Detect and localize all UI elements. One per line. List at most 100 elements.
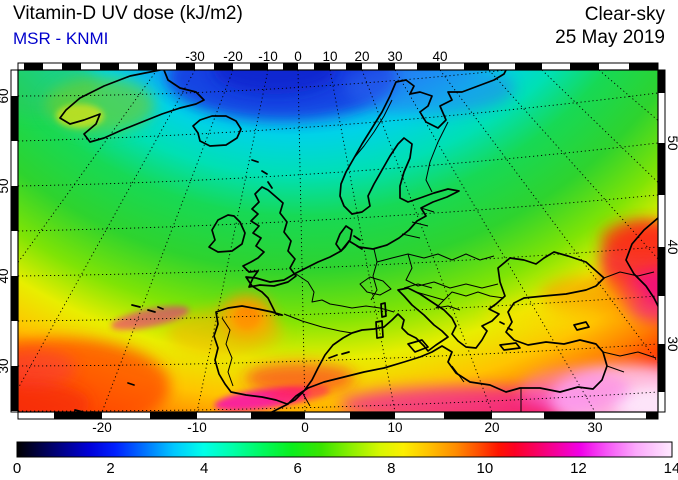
axis-tick-label: 60 <box>0 88 11 103</box>
field-blob <box>45 77 155 133</box>
country-border <box>283 313 353 334</box>
frame-tick-band <box>395 63 417 70</box>
frame-tick-band <box>100 63 119 70</box>
axis-tick-label: 30 <box>387 49 402 64</box>
coastline <box>251 159 273 189</box>
frame-tick-band <box>440 63 464 70</box>
condition-label: Clear-sky <box>584 4 665 25</box>
field-blob <box>520 368 630 412</box>
coastline <box>339 70 507 215</box>
frame-tick-band <box>214 63 233 70</box>
country-border <box>415 291 505 311</box>
frame-tick-band <box>11 276 18 321</box>
colorbar-tick-label: 2 <box>106 460 114 477</box>
page-title: Vitamin-D UV dose (kJ/m2) <box>13 3 243 24</box>
field-blob <box>485 301 605 329</box>
country-border <box>353 99 393 159</box>
frame-tick-band <box>595 412 646 419</box>
frame-tick-band <box>346 63 362 70</box>
axis-tick-label: 10 <box>387 420 402 435</box>
frame-tick-band <box>18 412 54 419</box>
coastline <box>213 240 608 412</box>
graticule-line <box>101 70 234 412</box>
axis-tick-label: 10 <box>322 49 337 64</box>
header-left: Vitamin-D UV dose (kJ/m2) MSR - KNMI <box>13 3 243 49</box>
colorbar-tick-label: 6 <box>294 460 302 477</box>
graticule-line <box>18 343 658 367</box>
country-border <box>221 317 234 387</box>
axis-tick-label: -10 <box>187 420 207 435</box>
frame-tick-band <box>658 296 665 344</box>
frame-tick-band <box>250 63 268 70</box>
frame-tick-band <box>395 412 444 419</box>
axis-tick-label: 40 <box>432 49 447 64</box>
field-blob <box>345 70 515 114</box>
field-blob <box>600 220 658 256</box>
coastline <box>208 214 246 253</box>
graticule-line <box>18 391 658 412</box>
frame-tick-band <box>599 63 629 70</box>
axis-tick-label: 20 <box>484 420 499 435</box>
field-blob <box>213 70 337 94</box>
frame-tick-band <box>157 63 176 70</box>
coastline <box>328 302 590 359</box>
graticule-line <box>361 70 493 412</box>
frame-tick-band <box>492 412 544 419</box>
graticule-line <box>18 194 658 232</box>
frame-tick-band <box>283 63 298 70</box>
axis-tick-label: -20 <box>223 49 243 64</box>
frame-tick-band <box>11 141 18 186</box>
graticule-line <box>18 142 658 187</box>
axis-tick-label: 0 <box>301 420 309 435</box>
frame-tick-band <box>464 63 489 70</box>
frame-tick-band <box>11 366 18 411</box>
country-border <box>425 121 449 193</box>
field-blob <box>167 308 283 356</box>
frame-tick-band <box>195 63 214 70</box>
frame-tick-band <box>11 231 18 276</box>
axis-tick-label: 50 <box>665 135 678 150</box>
map-border <box>17 69 659 413</box>
frame-tick-band <box>314 63 330 70</box>
graticule-line <box>18 246 658 277</box>
country-border <box>405 253 499 289</box>
frame-tick-band <box>176 63 195 70</box>
frame-tick-band <box>658 392 665 412</box>
frame-tick-band <box>629 63 658 70</box>
colorbar-tick-label: 12 <box>570 460 587 477</box>
field-blob <box>18 382 90 412</box>
coastline <box>59 70 205 143</box>
frame-tick-band <box>417 63 440 70</box>
frame-tick-band <box>515 63 542 70</box>
frame-tick-band <box>197 412 251 419</box>
axis-tick-label: 30 <box>0 358 11 373</box>
field-blob <box>18 350 76 386</box>
axis-tick-label: 30 <box>665 336 678 351</box>
frame-tick-band <box>362 63 378 70</box>
header-right: Clear-sky 25 May 2019 <box>555 3 665 49</box>
axis-tick-label: 40 <box>665 239 678 254</box>
frame-tick-band <box>658 247 665 296</box>
coastline <box>74 304 513 412</box>
colorbar-tick-label: 0 <box>13 460 21 477</box>
frame-tick-band <box>378 63 395 70</box>
country-border <box>602 271 657 373</box>
frame-tick-band <box>62 63 81 70</box>
graticule-line <box>297 70 306 412</box>
frame-tick-band <box>298 63 314 70</box>
frame-tick-band <box>330 63 346 70</box>
field-blob <box>110 305 190 331</box>
colorbar-tick-label: 4 <box>200 460 208 477</box>
map-field <box>18 70 658 412</box>
axis-tick-label: 20 <box>354 49 369 64</box>
frame-tick-band <box>658 344 665 392</box>
frame-tick-band <box>542 63 570 70</box>
frame-tick-band <box>544 412 595 419</box>
date-label: 25 May 2019 <box>555 27 665 48</box>
frame-tick-band <box>305 412 350 419</box>
frame-tick-band <box>350 412 395 419</box>
frame-tick-band <box>81 63 100 70</box>
country-border <box>359 276 392 296</box>
